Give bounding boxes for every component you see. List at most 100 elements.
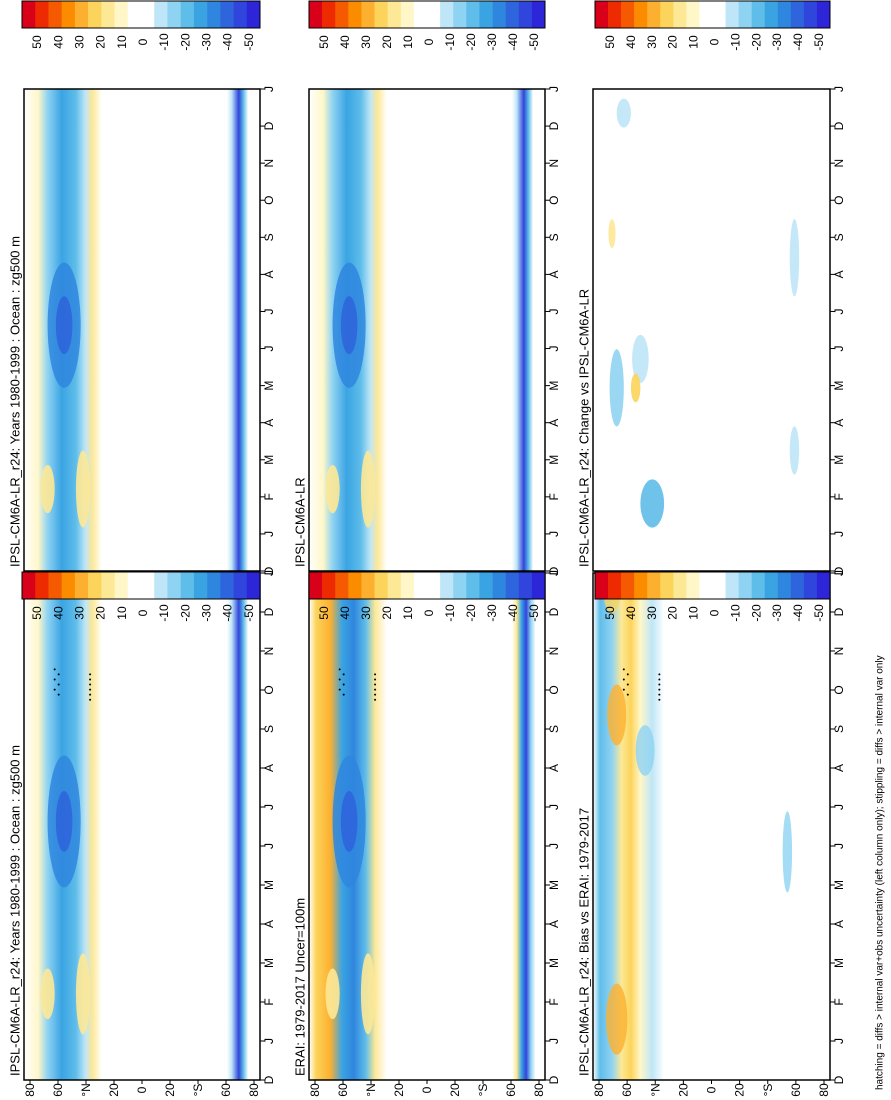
colorbar-tick-label: 30 — [359, 35, 373, 49]
month-tick-label: J — [832, 531, 846, 537]
heatmap-blob — [640, 479, 665, 528]
latitude-axis: 80 60 °N 20 0 20 °S 60 80 — [308, 1080, 546, 1097]
month-tick-label: J — [547, 570, 561, 576]
colorbar-tick-label: 10 — [115, 606, 129, 620]
stipple-dot — [89, 683, 92, 686]
stipple-dot — [622, 688, 625, 691]
month-tick-label: N — [547, 647, 561, 656]
colorbar-swatch — [413, 1, 428, 28]
month-tick-label: M — [547, 880, 561, 890]
colorbar-swatch — [233, 572, 248, 599]
colorbar-tick-label: -30 — [485, 604, 499, 622]
heatmap-core — [340, 791, 358, 852]
latitude-tick-label: 60 — [620, 1083, 634, 1097]
month-tick-label: J — [832, 804, 846, 810]
colorbar-frame — [21, 0, 261, 29]
colorbar-swatch — [154, 572, 168, 599]
latitude-tick-label: 80 — [308, 1083, 322, 1097]
colorbar-swatch — [595, 1, 609, 28]
colorbar: 50 40 30 20 10 0 -10 -20 -30 -40 -50 — [594, 0, 831, 51]
heatmap-blob — [75, 953, 91, 1035]
stipple-dot — [89, 698, 92, 701]
heatmap-blob — [782, 811, 793, 893]
heatmap-blob — [616, 98, 631, 128]
colorbar-tick-label: 10 — [401, 606, 415, 620]
month-tick-label: D — [262, 566, 276, 575]
heatmap-blob — [360, 450, 376, 528]
colorbar-swatch — [608, 1, 622, 28]
heatmap-blob — [609, 349, 624, 427]
colorbar-swatch — [518, 572, 533, 599]
colorbar-tick-label: -20 — [749, 604, 763, 622]
colorbar-swatch — [233, 1, 248, 28]
month-tick-label: M — [832, 958, 846, 968]
colorbar-swatch — [335, 572, 349, 599]
month-tick-label: J — [262, 843, 276, 849]
month-tick-label: D — [832, 607, 846, 616]
colorbar: 50 40 30 20 10 0 -10 -20 -30 -40 -50 — [308, 571, 546, 622]
colorbar-tick-label: 40 — [624, 35, 638, 49]
colorbar-tick-label: -50 — [527, 33, 541, 51]
colorbar-swatch — [738, 572, 752, 599]
month-tick-label: J — [832, 570, 846, 576]
panel-title: IPSL-CM6A-LR_r24: Bias vs ERAI: 1979-201… — [577, 808, 592, 1076]
colorbar-tick-label: 20 — [94, 606, 108, 620]
stipple-dot — [626, 683, 629, 686]
month-tick-label: F — [547, 493, 561, 500]
month-tick-label: N — [262, 647, 276, 656]
month-tick-label: M — [262, 381, 276, 391]
colorbar-tick-label: -50 — [812, 604, 826, 622]
month-tick-label: D — [832, 121, 846, 130]
colorbar-swatch — [466, 572, 480, 599]
colorbar-tick-label: 20 — [666, 35, 680, 49]
colorbar-swatch — [621, 1, 635, 28]
colorbar-swatch — [246, 1, 261, 28]
latitude-tick-label: 20 — [163, 1083, 177, 1097]
month-axis: D J F M A M J J A S O N D J — [830, 570, 846, 1084]
stipple-dot — [658, 688, 661, 691]
colorbar-frame — [594, 0, 831, 29]
latitude-tick-label: 20 — [733, 1083, 747, 1097]
month-tick-label: F — [832, 998, 846, 1005]
colorbar-swatch — [453, 1, 467, 28]
colorbar-tick-label: -30 — [770, 33, 784, 51]
stipple-dot — [57, 673, 60, 676]
month-tick-label: F — [262, 493, 276, 500]
colorbar-swatch — [246, 572, 261, 599]
colorbar-tick-label: 40 — [338, 606, 352, 620]
month-tick-label: O — [547, 685, 561, 694]
colorbar-swatch — [387, 572, 402, 599]
month-tick-label: A — [832, 764, 846, 772]
heatmap-panel: DJFMAMJJASONDJ8060°N20020°S6080IPSL-CM6A… — [8, 86, 277, 588]
stipple-dot — [658, 673, 661, 676]
colorbar-swatch — [738, 1, 752, 28]
colorbar-swatch — [595, 572, 609, 599]
stipple-dot — [53, 678, 56, 681]
colorbar-swatch — [453, 572, 467, 599]
colorbar-swatch — [647, 572, 661, 599]
month-tick-label: D — [547, 566, 561, 575]
colorbar-tick-label: -10 — [157, 33, 171, 51]
month-tick-label: F — [547, 998, 561, 1005]
colorbar-swatch — [686, 572, 700, 599]
colorbar-tick-label: 0 — [422, 38, 436, 45]
colorbar-swatch — [686, 1, 700, 28]
heatmap-field — [593, 89, 830, 571]
latitude-tick-label: 0 — [420, 1086, 434, 1093]
colorbar-tick-label: 20 — [666, 606, 680, 620]
stipple-dot — [374, 673, 377, 676]
colorbar-swatch — [413, 572, 428, 599]
stipple-dot — [658, 683, 661, 686]
latitude-axis: 80 60 °N 20 0 20 °S 60 80 — [23, 1080, 261, 1097]
month-tick-label: M — [262, 958, 276, 968]
stipple-dot — [658, 698, 661, 701]
heatmap-core — [340, 296, 358, 355]
colorbar-swatch — [167, 572, 181, 599]
colorbar-tick-label: 0 — [136, 609, 150, 616]
month-tick-label: S — [547, 725, 561, 733]
stipple-dot — [89, 678, 92, 681]
colorbar-swatch — [114, 1, 129, 28]
month-tick-label: N — [832, 647, 846, 656]
colorbar-tick-label: -20 — [464, 604, 478, 622]
